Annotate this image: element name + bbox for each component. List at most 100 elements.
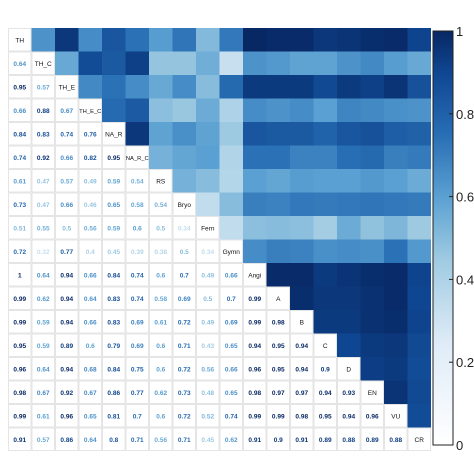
table-cell — [172, 404, 196, 428]
heatmap-cell-TH_E-Gymn — [219, 75, 243, 99]
table-cell — [125, 286, 149, 310]
table-cell — [313, 427, 337, 451]
correlation-value-Gymn-NA_R_C: 0.39 — [131, 249, 144, 256]
heatmap-cell-RS-C — [313, 169, 337, 193]
table-cell — [125, 333, 149, 357]
table-cell — [313, 357, 337, 381]
table-cell — [172, 192, 196, 216]
correlation-value-TH_E_C-TH_C: 0.88 — [37, 108, 50, 115]
table-cell — [266, 333, 290, 357]
variable-label-TH_C: TH_C — [35, 61, 52, 68]
table-cell — [384, 427, 408, 451]
heatmap-cell-TH_C-VU — [384, 51, 408, 75]
correlation-value-NA_R_C-TH: 0.74 — [13, 155, 26, 162]
table-cell — [78, 286, 102, 310]
heatmap-cells: 0.64 0.95 0.57 0.66 0.88 0.67 0.84 0.83 0.74 0.76… — [8, 28, 431, 451]
correlation-value-Bryo-TH_C: 0.47 — [37, 202, 50, 209]
table-cell — [266, 404, 290, 428]
heatmap-cell-TH-TH_C — [31, 28, 55, 52]
table-cell — [243, 427, 267, 451]
colorbar-gradient — [432, 30, 454, 446]
heatmap-cell-Fern-Angi — [243, 216, 267, 240]
table-cell — [125, 380, 149, 404]
heatmap-cell-B-C — [313, 310, 337, 334]
heatmap-cell-Bryo-Gymn — [219, 192, 243, 216]
table-cell — [78, 404, 102, 428]
table-cell — [125, 169, 149, 193]
correlation-value-VU-TH_C: 0.61 — [37, 413, 50, 420]
table-cell — [78, 427, 102, 451]
correlation-value-EN-D: 0.93 — [342, 390, 355, 397]
table-cell — [266, 380, 290, 404]
heatmap-cell-TH_C-NA_R — [102, 51, 126, 75]
table-cell — [8, 333, 32, 357]
heatmap-cell-NA_R_C-A — [266, 145, 290, 169]
table-cell — [172, 286, 196, 310]
table-cell — [78, 263, 102, 287]
variable-label-Angi: Angi — [248, 272, 261, 279]
correlation-value-C-Bryo: 0.71 — [178, 343, 191, 350]
correlation-value-VU-Gymn: 0.74 — [225, 413, 238, 420]
table-cell — [196, 333, 220, 357]
table-cell — [8, 98, 32, 122]
variable-label-Gymn: Gymn — [223, 249, 241, 256]
correlation-value-RS-NA_R: 0.59 — [107, 178, 120, 185]
table-cell — [149, 263, 173, 287]
heatmap-cell-TH_E-D — [337, 75, 361, 99]
correlation-value-Angi-NA_R: 0.84 — [107, 272, 120, 279]
table-cell — [102, 357, 126, 381]
variable-label-Fern: Fern — [201, 225, 215, 232]
correlation-value-VU-NA_R_C: 0.7 — [133, 413, 142, 420]
correlation-value-EN-A: 0.97 — [272, 390, 285, 397]
heatmap-cell-NA_R-CR — [407, 122, 431, 146]
correlation-value-D-Gymn: 0.66 — [225, 366, 238, 373]
heatmap-cell-NA_R_C-VU — [384, 145, 408, 169]
heatmap-cell-RS-Gymn — [219, 169, 243, 193]
correlation-value-Gymn-Fern: 0.34 — [201, 249, 214, 256]
heatmap-cell-Fern-D — [337, 216, 361, 240]
table-cell — [149, 357, 173, 381]
correlation-value-B-NA_R_C: 0.69 — [131, 319, 144, 326]
table-cell — [360, 380, 384, 404]
correlation-value-Gymn-Bryo: 0.5 — [180, 249, 189, 256]
table-cell — [125, 216, 149, 240]
heatmap-cell-D-CR — [407, 357, 431, 381]
correlation-value-B-TH_E_C: 0.66 — [84, 319, 97, 326]
table-cell — [219, 333, 243, 357]
correlation-value-CR-VU: 0.88 — [389, 437, 402, 444]
heatmap-cell-TH_E_C-NA_R — [102, 98, 126, 122]
table-cell — [55, 357, 79, 381]
correlation-value-TH_E-TH: 0.95 — [13, 84, 26, 91]
heatmap-cell-TH_E-Fern — [196, 75, 220, 99]
table-cell — [55, 404, 79, 428]
table-cell — [31, 122, 55, 146]
correlation-value-A-RS: 0.58 — [154, 296, 167, 303]
correlation-value-D-TH_E: 0.94 — [60, 366, 73, 373]
table-cell — [8, 239, 32, 263]
correlation-value-Fern-NA_R_C: 0.6 — [133, 225, 142, 232]
heatmap-cell-Fern-A — [266, 216, 290, 240]
correlation-value-C-A: 0.95 — [272, 343, 285, 350]
correlation-value-Angi-TH_E_C: 0.66 — [84, 272, 97, 279]
correlation-value-D-TH_C: 0.64 — [37, 366, 50, 373]
heatmap-cell-NA_R-Fern — [196, 122, 220, 146]
table-cell — [219, 286, 243, 310]
heatmap-cell-TH_C-C — [313, 51, 337, 75]
table-cell — [196, 263, 220, 287]
table-cell — [102, 145, 126, 169]
table-cell — [337, 380, 361, 404]
table-cell — [55, 75, 79, 99]
heatmap-cell-TH_E-Angi — [243, 75, 267, 99]
table-cell — [337, 357, 361, 381]
correlation-value-Angi-NA_R_C: 0.74 — [131, 272, 144, 279]
correlation-value-B-TH_E: 0.94 — [60, 319, 73, 326]
correlation-value-D-TH: 0.96 — [13, 366, 26, 373]
heatmap-cell-C-D — [337, 333, 361, 357]
table-cell — [219, 263, 243, 287]
table-cell — [31, 357, 55, 381]
heatmap-cell-C-CR — [407, 333, 431, 357]
correlation-value-CR-NA_R_C: 0.71 — [131, 437, 144, 444]
variable-label-Bryo: Bryo — [178, 202, 192, 209]
correlation-value-CR-A: 0.9 — [274, 437, 283, 444]
correlation-value-D-C: 0.9 — [321, 366, 330, 373]
